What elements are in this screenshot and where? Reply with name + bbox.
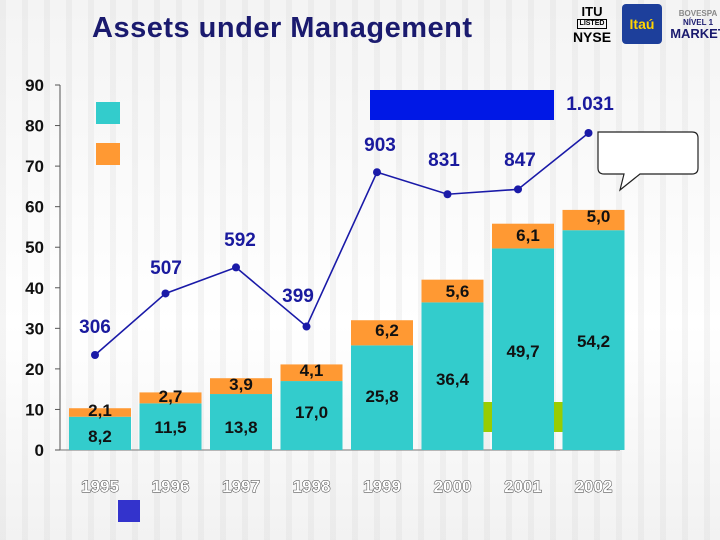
- market-logo-mid: NÍVEL 1: [682, 17, 714, 27]
- bar-bottom-label: 49,7: [506, 342, 539, 361]
- y-tick-label: 90: [25, 76, 44, 95]
- nyse-logo-mid: LISTED: [576, 18, 608, 29]
- bar-top-label: 5,6: [446, 282, 470, 301]
- nyse-logo-bottom: NYSE: [572, 28, 612, 45]
- y-tick-label: 70: [25, 157, 44, 176]
- x-tick-label: 2000: [434, 477, 472, 496]
- line-value-label: 1.031: [566, 94, 614, 115]
- page-title: Assets under Management: [92, 12, 473, 44]
- x-tick-label: 1996: [152, 477, 190, 496]
- bar-top-1999: [351, 320, 413, 346]
- aum-line-point: [302, 322, 311, 331]
- bar-bottom-label: 13,8: [224, 418, 257, 437]
- bar-top-2001: [492, 223, 554, 249]
- aum-line-point: [91, 351, 99, 359]
- y-tick-label: 60: [25, 198, 44, 217]
- aum-line-point: [584, 129, 593, 137]
- bar-top-2000: [421, 279, 484, 303]
- x-tick-label: 1998: [293, 477, 331, 496]
- line-value-label: 831: [428, 150, 460, 171]
- aum-line-point: [514, 185, 522, 194]
- bar-top-label: 4,1: [300, 361, 324, 380]
- line-value-label: 399: [282, 286, 314, 307]
- y-tick-label: 50: [25, 238, 44, 257]
- bars-layer: [69, 209, 625, 450]
- bar-bottom-1998: [280, 381, 343, 450]
- line-value-label: 592: [224, 230, 256, 251]
- x-tick-label: 1999: [363, 477, 401, 496]
- aum-line-point: [443, 190, 452, 199]
- bar-top-1998: [280, 364, 343, 382]
- bar-bottom-1995: [69, 416, 131, 450]
- bar-bottom-label: 54,2: [577, 332, 610, 351]
- bar-top-label: 6,2: [375, 321, 399, 340]
- x-tick-label: 2001: [504, 477, 542, 496]
- legend-blue-box: [370, 90, 554, 120]
- bar-top-label: 2,7: [159, 387, 183, 406]
- bar-bottom-2002: [562, 230, 625, 450]
- x-tick-label: 2002: [575, 477, 613, 496]
- y-tick-label: 0: [35, 441, 44, 460]
- bar-top-label: 6,1: [516, 226, 540, 245]
- aum-line-point: [232, 263, 240, 272]
- x-tick-label: 1995: [81, 477, 119, 496]
- bar-top-1997: [210, 378, 272, 395]
- bar-top-1995: [69, 408, 131, 417]
- bar-bottom-label: 11,5: [154, 418, 186, 437]
- line-value-label: 903: [364, 135, 396, 156]
- bovespa-market-logo: BOVESPA NÍVEL 1 MARKET: [668, 3, 720, 45]
- logo-strip: ITU LISTED NYSE Itaú BOVESPA NÍVEL 1 MAR…: [568, 2, 720, 46]
- bar-top-label: 2,1: [88, 401, 112, 420]
- bar-bottom-1999: [351, 345, 413, 450]
- bar-bottom-2000: [421, 302, 484, 450]
- bar-top-label: 5,0: [587, 207, 611, 226]
- line-value-label: 847: [504, 150, 536, 171]
- bar-bottom-label: 25,8: [365, 387, 398, 406]
- labels-layer: 1995 8,2 2,1 1996 11,5 2,7 1997 13,8 3,9 1998 17,0…: [79, 94, 614, 496]
- callout-bubble: [597, 131, 699, 192]
- bar-bottom-label: 36,4: [436, 370, 470, 389]
- y-tick-label: 20: [25, 360, 44, 379]
- legend-swatch-orange: [96, 143, 120, 165]
- y-tick-label: 40: [25, 279, 44, 298]
- bar-bottom-label: 8,2: [88, 427, 112, 446]
- nyse-logo: ITU LISTED NYSE: [568, 2, 616, 46]
- y-tick-label: 10: [25, 400, 44, 419]
- x-tick-label: 1997: [222, 477, 260, 496]
- line-value-label: 306: [79, 317, 111, 338]
- aum-line-point: [161, 289, 170, 298]
- line-layer: [91, 129, 593, 359]
- market-logo-bottom: MARKET: [670, 25, 720, 41]
- bar-bottom-label: 17,0: [295, 403, 328, 422]
- itau-logo: Itaú: [622, 4, 662, 44]
- aum-line: [94, 132, 589, 356]
- bar-bottom-1997: [210, 394, 272, 450]
- y-tick-label: 80: [25, 117, 44, 136]
- bar-bottom-2001: [492, 248, 554, 450]
- market-logo-top: BOVESPA: [678, 8, 718, 18]
- bar-top-1996: [139, 392, 202, 404]
- y-tick-label: 30: [25, 319, 44, 338]
- legend-blue-square: [118, 500, 140, 522]
- legend-swatch-cyan: [96, 102, 120, 124]
- nyse-logo-top: ITU: [581, 3, 603, 19]
- line-value-label: 507: [150, 258, 182, 279]
- bar-bottom-1996: [139, 403, 202, 450]
- aum-line-point: [373, 168, 381, 177]
- bar-top-2002: [562, 209, 625, 231]
- bar-top-label: 3,9: [229, 375, 253, 394]
